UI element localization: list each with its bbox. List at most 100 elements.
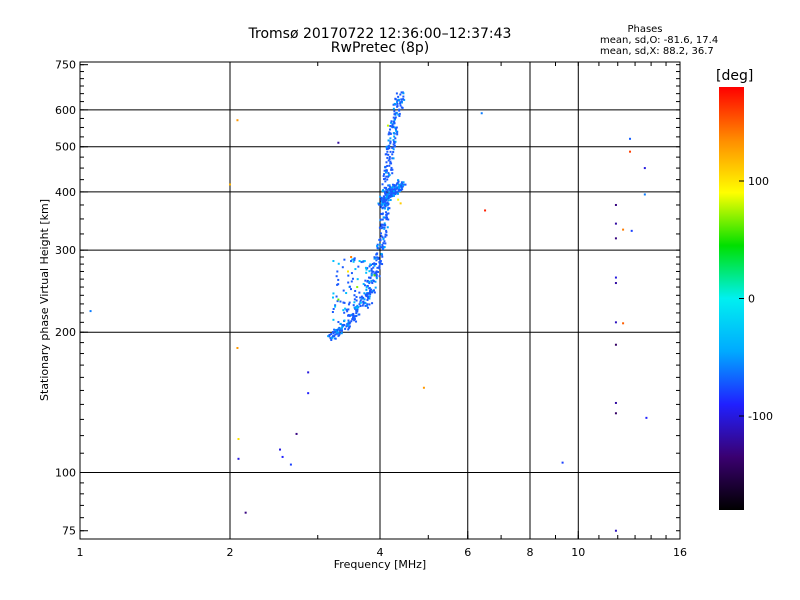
trace-point (393, 102, 396, 105)
trace-point (402, 92, 405, 95)
trace-point (331, 331, 334, 334)
echo-point (614, 343, 617, 346)
trace-point (334, 304, 337, 307)
trace-point (370, 269, 373, 272)
echo-point (614, 412, 617, 415)
trace-point (347, 321, 350, 324)
echo-point (397, 198, 400, 201)
trace-point (382, 197, 385, 200)
trace-point (379, 239, 382, 242)
axis-ticks: 1 2 4 6 8 10 16 75 100 200 300 400 500 600 750 (55, 59, 687, 559)
trace-point (348, 314, 351, 317)
trace-point (396, 187, 399, 190)
trace-point (386, 204, 389, 207)
trace-point (385, 161, 388, 164)
trace-point (339, 300, 342, 303)
trace-point (387, 207, 390, 210)
trace-point (348, 322, 351, 325)
phase-stats-heading: Phases (627, 24, 663, 35)
trace-point (383, 207, 386, 210)
trace-point (380, 235, 383, 238)
trace-point (394, 112, 397, 115)
trace-point (379, 218, 382, 221)
trace-point (347, 328, 350, 331)
trace-point (337, 278, 340, 281)
trace-point (381, 202, 384, 205)
trace-point (393, 144, 396, 147)
phase-stats-x: mean, sd,X: 88.2, 36.7 (600, 46, 714, 57)
trace-point (385, 218, 388, 221)
trace-point (336, 270, 339, 273)
trace-point (394, 193, 397, 196)
trace-point (353, 306, 356, 309)
trace-point (400, 184, 403, 187)
trace-point (383, 178, 386, 181)
trace-point (391, 146, 394, 149)
trace-point (347, 319, 350, 322)
trace-point (370, 273, 373, 276)
trace-point (337, 262, 340, 265)
trace-point (387, 218, 390, 221)
trace-point (393, 135, 396, 138)
trace-point (330, 338, 333, 341)
trace-point (368, 297, 371, 300)
trace-point (385, 204, 388, 207)
trace-point (332, 332, 335, 335)
trace-point (368, 282, 371, 285)
trace-point (388, 188, 391, 191)
echo-point (289, 463, 292, 466)
trace-point (385, 175, 388, 178)
echo-point (236, 119, 239, 122)
trace-point (336, 332, 339, 335)
trace-point (396, 101, 399, 104)
trace-point (343, 319, 346, 322)
trace-point (396, 192, 399, 195)
trace-point (400, 98, 403, 101)
trace-point (368, 280, 371, 283)
trace-point (336, 300, 339, 303)
trace-point (392, 120, 395, 123)
trace-point (403, 98, 406, 101)
trace-point (392, 193, 395, 196)
trace-point (354, 268, 357, 271)
colorbar-unit-label: [deg] (716, 68, 754, 84)
trace-point (360, 261, 363, 264)
trace-point (395, 129, 398, 132)
trace-point (355, 309, 358, 312)
trace-point (370, 272, 373, 275)
trace-point (381, 207, 384, 210)
trace-point (352, 260, 355, 263)
echo-point (622, 228, 625, 231)
trace-point (331, 335, 334, 338)
trace-point (385, 229, 388, 232)
trace-point (400, 91, 403, 94)
trace-point (347, 281, 350, 284)
trace-point (371, 302, 374, 305)
trace-point (363, 292, 366, 295)
trace-point (394, 191, 397, 194)
echo-point (614, 529, 617, 532)
trace-point (391, 168, 394, 171)
trace-point (381, 263, 384, 266)
trace-point (380, 252, 383, 255)
trace-point (386, 156, 389, 159)
trace-point (390, 188, 393, 191)
trace-point (346, 323, 349, 326)
trace-point (334, 329, 337, 332)
trace-point (381, 203, 384, 206)
trace-point (351, 258, 354, 261)
trace-point (349, 288, 352, 291)
trace-point (366, 267, 369, 270)
trace-point (345, 308, 348, 311)
echo-point (350, 256, 353, 259)
trace-point (361, 304, 364, 307)
trace-point (333, 335, 336, 338)
trace-point (384, 192, 387, 195)
echo-point (399, 202, 402, 205)
trace-point (337, 331, 340, 334)
trace-point (397, 179, 400, 182)
trace-point (391, 172, 394, 175)
trace-point (368, 265, 371, 268)
trace-point (363, 284, 366, 287)
trace-point (347, 303, 350, 306)
